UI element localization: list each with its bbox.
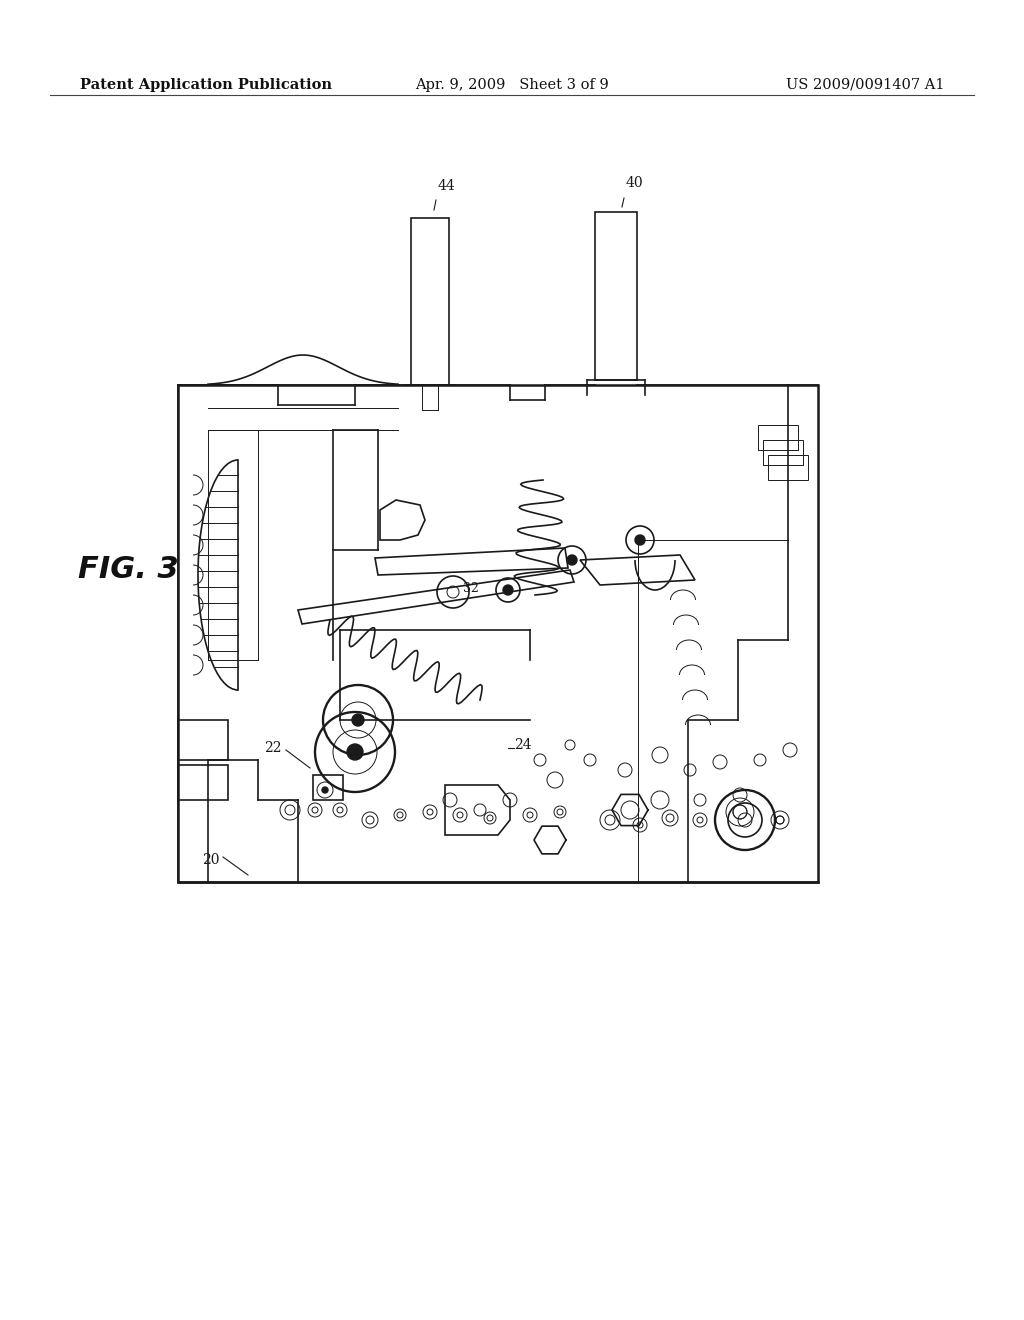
Circle shape	[322, 787, 328, 793]
Text: 32: 32	[463, 582, 479, 594]
Circle shape	[503, 585, 513, 595]
Circle shape	[352, 714, 364, 726]
Text: 24: 24	[514, 738, 531, 752]
Text: 40: 40	[626, 176, 644, 190]
Bar	[178, 719, 228, 760]
Bar	[758, 425, 798, 450]
Text: 20: 20	[203, 853, 220, 867]
Circle shape	[567, 554, 577, 565]
Text: 22: 22	[264, 741, 282, 755]
Circle shape	[635, 535, 645, 545]
Circle shape	[347, 744, 362, 760]
Bar	[411, 218, 449, 385]
Text: FIG. 3: FIG. 3	[78, 556, 178, 585]
Bar	[768, 455, 808, 480]
Text: Apr. 9, 2009   Sheet 3 of 9: Apr. 9, 2009 Sheet 3 of 9	[415, 78, 609, 92]
Text: Patent Application Publication: Patent Application Publication	[80, 78, 332, 92]
Text: US 2009/0091407 A1: US 2009/0091407 A1	[785, 78, 944, 92]
Bar	[313, 775, 343, 800]
Text: 44: 44	[438, 180, 456, 193]
Bar	[178, 766, 228, 800]
Bar	[595, 213, 637, 380]
Bar	[763, 440, 803, 465]
Bar	[178, 385, 818, 882]
